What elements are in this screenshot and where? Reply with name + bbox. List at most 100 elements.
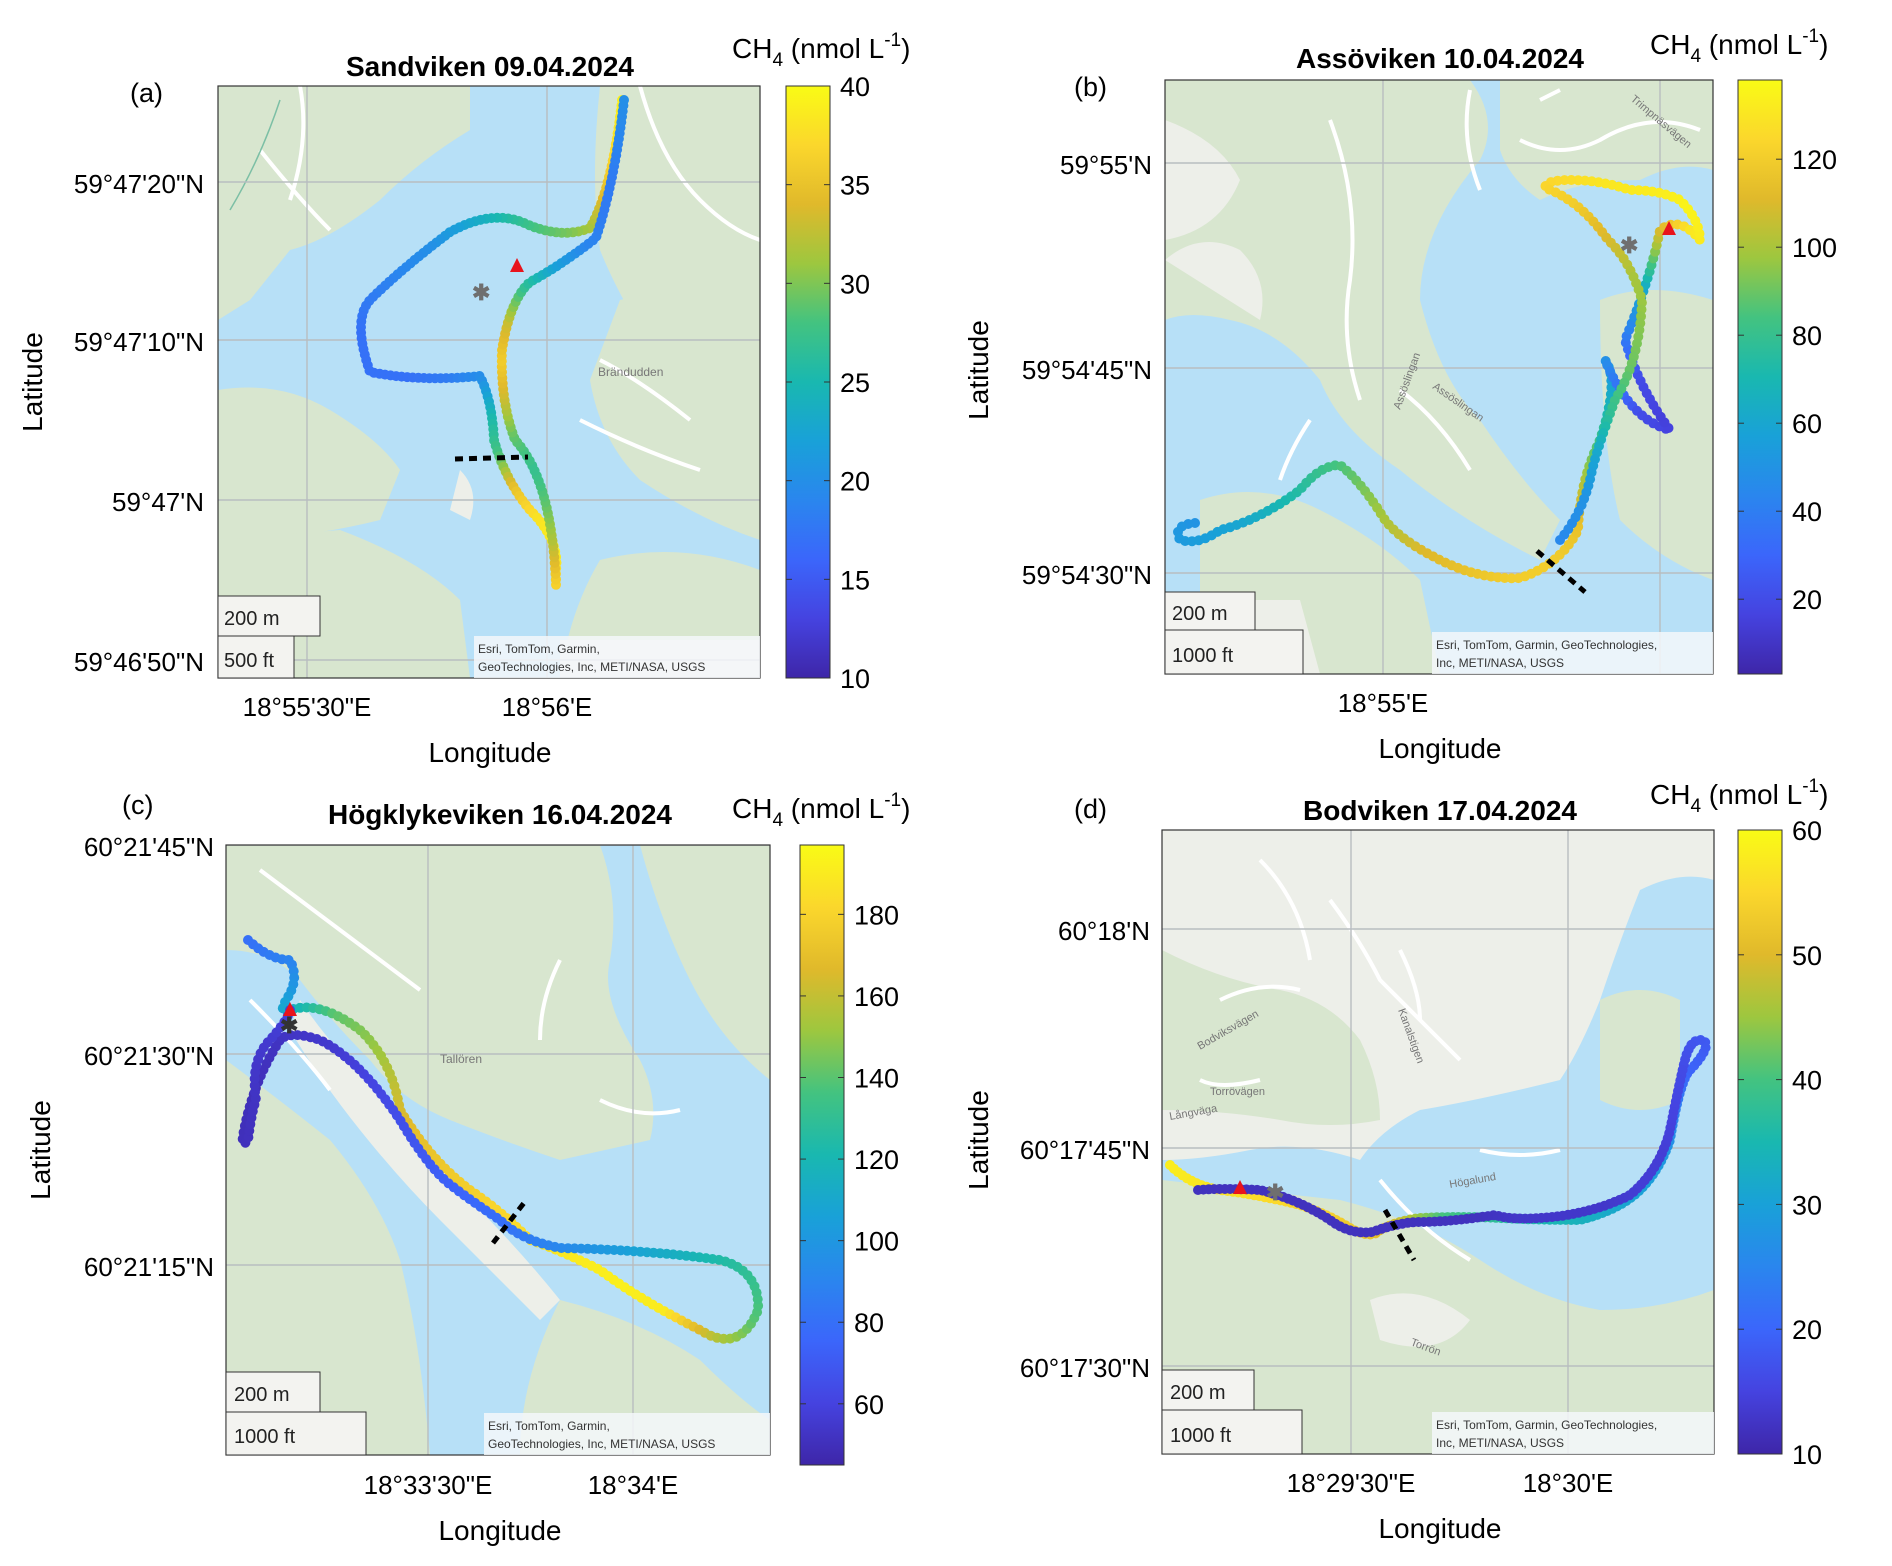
panel-label: (d) [1074, 794, 1107, 824]
attribution-line: Esri, TomTom, Garmin, [478, 642, 600, 656]
colorbar-tick-label: 120 [1792, 145, 1837, 175]
triangle-marker-c [283, 1002, 297, 1016]
colorbar-tick-label: 60 [1792, 409, 1822, 439]
scalebar-label: 1000 ft [1172, 645, 1234, 667]
map-label: Torrövägen [1210, 1086, 1265, 1098]
x-tick: 18°33'30"E [364, 1470, 493, 1500]
panel-d: Bodviksvägen Torrövägen Kanalstigen Höga… [963, 776, 1828, 1544]
panel-b: Assöslingan Assöslingan Trimpnäsvägen ✱ … [963, 26, 1837, 764]
colorbar-tick-label: 40 [1792, 497, 1822, 527]
scalebar-c: 200 m 1000 ft [225, 1371, 367, 1456]
y-tick: 59°55'N [1060, 150, 1152, 180]
colorbar-label: CH4 (nmol L-1) [732, 30, 910, 71]
dashed-line-b [1535, 549, 1587, 594]
attribution-line: Esri, TomTom, Garmin, GeoTechnologies, [1436, 638, 1657, 652]
colorbar-tick-label: 120 [854, 1145, 899, 1175]
y-tick: 60°21'45"N [84, 832, 214, 862]
y-axis-label: Latitude [963, 1090, 994, 1190]
y-tick: 59°47'N [112, 487, 204, 517]
colorbar-tick-label: 100 [854, 1227, 899, 1257]
y-tick: 59°47'10"N [74, 327, 204, 357]
star-marker-c: ✱ [280, 1013, 298, 1038]
colorbar-tick-label: 30 [1792, 1190, 1822, 1220]
x-axis-label: Longitude [438, 1515, 561, 1546]
triangle-marker-a [510, 258, 524, 272]
colorbar-tick-label: 50 [1792, 941, 1822, 971]
y-tick: 59°54'45"N [1022, 355, 1152, 385]
x-axis-label: Longitude [1378, 1513, 1501, 1544]
colorbar-label: CH4 (nmol L-1) [732, 790, 910, 831]
panel-label: (b) [1074, 72, 1107, 102]
colorbar-d: 10 20 30 40 50 60 CH4 (nmol L-1) [1650, 776, 1828, 1470]
colorbar-tick-label: 80 [1792, 321, 1822, 351]
basemap-b [1165, 80, 1713, 674]
attribution-line: Inc, METI/NASA, USGS [1436, 656, 1564, 670]
chart-title: Bodviken 17.04.2024 [1303, 795, 1577, 826]
x-axis-label: Longitude [428, 737, 551, 768]
panel-c: Tallören ✱ 200 m 1000 ft Esri, TomTom, G… [25, 790, 910, 1546]
colorbar-tick-label: 160 [854, 982, 899, 1012]
scalebar-label: 500 ft [224, 650, 274, 672]
colorbar-a: 10 15 20 25 30 35 40 CH4 (nmol L-1) [732, 30, 910, 694]
colorbar-label: CH4 (nmol L-1) [1650, 26, 1828, 67]
star-marker-a: ✱ [472, 280, 490, 305]
colorbar-b: 20 40 60 80 100 120 CH4 (nmol L-1) [1650, 26, 1837, 675]
map-label: Tallören [440, 1052, 482, 1066]
basemap-c [226, 845, 770, 1455]
scalebar-label: 200 m [1170, 1382, 1226, 1404]
colorbar-tick-label: 180 [854, 900, 899, 930]
track-point [619, 95, 629, 105]
attribution-c: Esri, TomTom, Garmin, GeoTechnologies, I… [484, 1413, 770, 1455]
colorbar-tick-label: 35 [840, 171, 870, 201]
colorbar-label: CH4 (nmol L-1) [1650, 776, 1828, 817]
colorbar-tick-label: 100 [1792, 233, 1837, 263]
attribution-line: Esri, TomTom, Garmin, [488, 1419, 610, 1433]
star-marker-b: ✱ [1620, 233, 1638, 258]
scalebar-d: 200 m 1000 ft [1161, 1369, 1303, 1455]
y-tick: 59°46'50"N [74, 647, 204, 677]
colorbar-tick-label: 20 [1792, 585, 1822, 615]
dashed-line-d [1382, 1208, 1417, 1262]
colorbar-tick-label: 10 [1792, 1440, 1822, 1470]
panel-label: (c) [122, 790, 153, 820]
chart-title: Sandviken 09.04.2024 [346, 51, 634, 82]
attribution-line: GeoTechnologies, Inc, METI/NASA, USGS [488, 1437, 715, 1451]
scalebar-label: 1000 ft [1170, 1425, 1232, 1447]
scalebar-label: 200 m [234, 1384, 290, 1406]
dashed-line-c [491, 1197, 529, 1245]
attribution-line: Esri, TomTom, Garmin, GeoTechnologies, [1436, 1418, 1657, 1432]
x-tick: 18°29'30"E [1287, 1468, 1416, 1498]
attribution-d: Esri, TomTom, Garmin, GeoTechnologies, I… [1432, 1412, 1714, 1454]
scalebar-label: 200 m [1172, 603, 1228, 625]
track-point [1555, 535, 1565, 545]
triangle-marker-b [1662, 221, 1676, 235]
panel-label: (a) [130, 78, 163, 108]
x-tick: 18°56'E [502, 692, 593, 722]
colorbar-tick-label: 20 [1792, 1315, 1822, 1345]
triangle-marker-d [1233, 1180, 1247, 1194]
chart-title: Assöviken 10.04.2024 [1296, 43, 1584, 74]
chart-title: Högklykeviken 16.04.2024 [328, 799, 672, 830]
y-tick: 60°21'30"N [84, 1041, 214, 1071]
y-axis-label: Latitude [25, 1100, 56, 1200]
y-tick: 60°18'N [1058, 916, 1150, 946]
colorbar-tick-label: 25 [840, 368, 870, 398]
scalebar-a: 200 m 500 ft [217, 595, 321, 679]
colorbar-tick-label: 20 [840, 467, 870, 497]
x-axis-label: Longitude [1378, 733, 1501, 764]
colorbar-c: 60 80 100 120 140 160 180 CH4 (nmol L-1) [732, 790, 910, 1466]
attribution-b: Esri, TomTom, Garmin, GeoTechnologies, I… [1432, 632, 1713, 674]
colorbar-tick-label: 30 [840, 269, 870, 299]
colorbar-tick-label: 80 [854, 1308, 884, 1338]
x-tick: 18°30'E [1523, 1468, 1614, 1498]
scalebar-b: 200 m 1000 ft [1164, 591, 1304, 675]
y-tick: 60°21'15"N [84, 1252, 214, 1282]
y-axis-label: Latitude [17, 332, 48, 432]
y-tick: 59°47'20"N [74, 169, 204, 199]
y-tick: 60°17'30"N [1020, 1353, 1150, 1383]
basemap-d [1162, 830, 1714, 1454]
scalebar-label: 1000 ft [234, 1426, 296, 1448]
y-tick: 60°17'45"N [1020, 1135, 1150, 1165]
colorbar-tick-label: 10 [840, 664, 870, 694]
